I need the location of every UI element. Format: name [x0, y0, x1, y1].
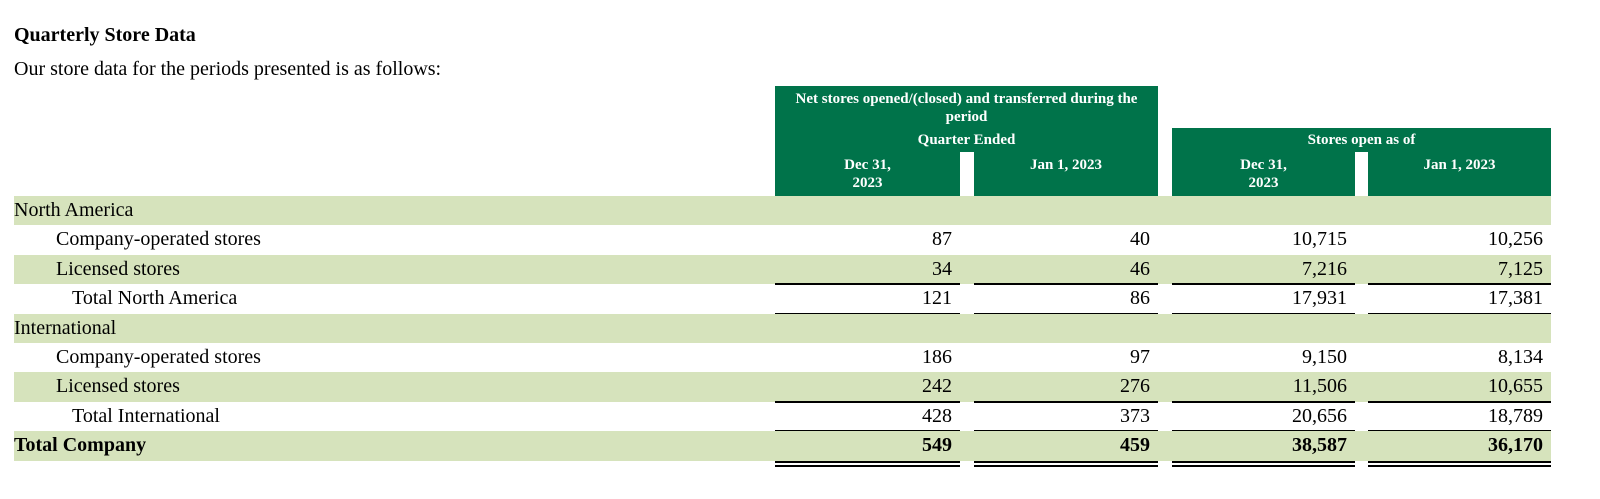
title: Quarterly Store Data	[14, 24, 196, 46]
cell-value: 242	[922, 375, 952, 398]
double-rule	[1368, 464, 1551, 467]
rule	[1172, 400, 1355, 403]
cell-value: 40	[1130, 228, 1150, 251]
rule	[775, 283, 960, 286]
cell-value: 36,170	[1488, 434, 1543, 457]
cell-value: 97	[1130, 346, 1150, 368]
cell-value: 373	[1120, 404, 1150, 427]
group-header: Net stores opened/(closed) and transferr…	[795, 91, 1138, 125]
cell-value: 276	[1120, 375, 1150, 398]
subtitle: Our store data for the periods presented…	[14, 58, 442, 80]
row-label: Company-operated stores	[56, 346, 261, 368]
cell-value: 86	[1130, 287, 1150, 310]
column-header: Dec 31, 2023	[1240, 157, 1287, 191]
cell-value: 17,931	[1292, 287, 1347, 310]
rule	[974, 283, 1158, 286]
cell-value: 18,789	[1488, 404, 1543, 427]
row-band	[14, 196, 1551, 226]
column-header: Jan 1, 2023	[1423, 157, 1496, 173]
cell-value: 8,134	[1498, 346, 1543, 368]
cell-value: 38,587	[1292, 434, 1347, 457]
cell-value: 549	[922, 434, 952, 457]
column-header: Jan 1, 2023	[1029, 157, 1103, 173]
rule	[775, 400, 960, 403]
cell-value: 11,506	[1292, 375, 1347, 398]
rule	[1172, 283, 1355, 286]
double-rule	[974, 460, 1158, 463]
row-label: Company-operated stores	[56, 228, 261, 251]
row-band	[14, 313, 1551, 343]
cell-value: 459	[1120, 434, 1150, 457]
rule	[1368, 283, 1551, 286]
row-label: Total North America	[72, 287, 238, 310]
double-rule	[775, 460, 960, 463]
row-band	[14, 254, 1551, 285]
cell-value: 428	[922, 404, 952, 427]
cell-value: 20,656	[1292, 404, 1347, 427]
cell-value: 9,150	[1302, 346, 1347, 368]
row-label: Total International	[72, 404, 220, 427]
cell-value: 34	[932, 257, 952, 280]
row-label: International	[14, 316, 117, 339]
double-rule	[1172, 464, 1355, 467]
double-rule	[1368, 460, 1551, 463]
row-label: Licensed stores	[56, 375, 180, 398]
row-label: North America	[14, 199, 134, 221]
group-header: Stores open as of	[1307, 132, 1416, 148]
cell-value: 46	[1130, 257, 1150, 280]
double-rule	[775, 464, 960, 467]
cell-value: 87	[932, 228, 952, 251]
rule	[1368, 400, 1551, 403]
cell-value: 17,381	[1488, 287, 1543, 310]
cell-value: 121	[922, 287, 952, 310]
cell-value: 10,655	[1488, 375, 1543, 398]
column-gap	[960, 152, 974, 196]
column-header: Dec 31, 2023	[844, 157, 891, 191]
double-rule	[974, 464, 1158, 467]
row-band	[14, 431, 1551, 461]
row-band	[14, 372, 1551, 402]
row-label: Total Company	[14, 434, 147, 457]
double-rule	[1172, 460, 1355, 463]
cell-value: 10,256	[1488, 228, 1543, 251]
column-gap	[1355, 152, 1368, 196]
cell-value: 186	[922, 346, 952, 368]
cell-value: 7,125	[1498, 257, 1543, 280]
cell-value: 7,216	[1302, 257, 1347, 280]
rule	[974, 400, 1158, 403]
sub-header: Quarter Ended	[917, 132, 1016, 148]
cell-value: 10,715	[1292, 228, 1347, 251]
row-label: Licensed stores	[56, 257, 180, 280]
